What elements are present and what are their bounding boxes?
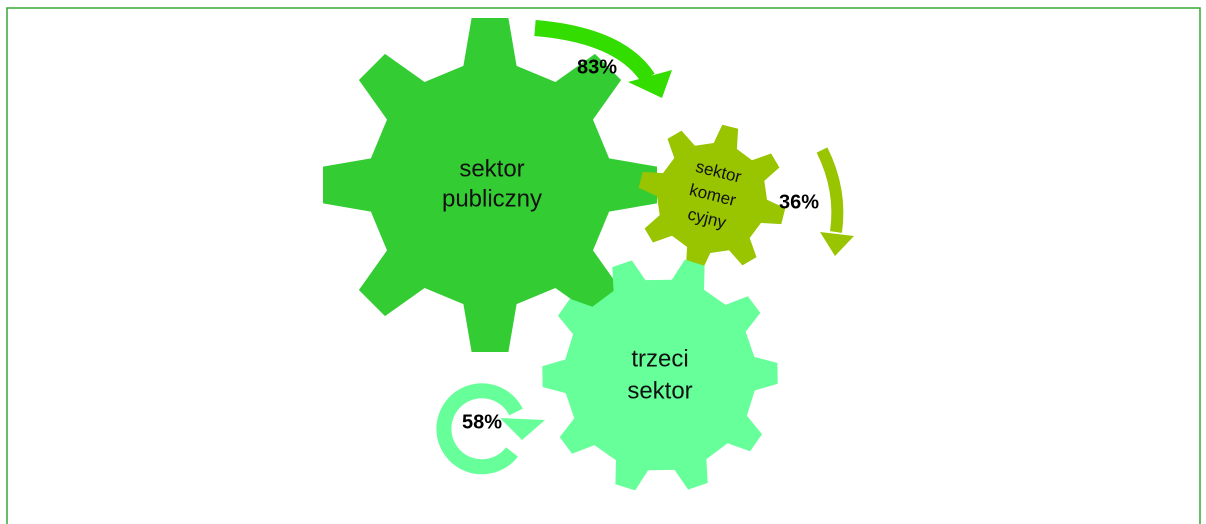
arrowhead-36 xyxy=(820,232,854,256)
arrow-36 xyxy=(816,147,844,233)
arrow-label: 36% xyxy=(779,191,819,213)
arrow-label: 58% xyxy=(462,411,502,433)
node-line: sektor xyxy=(627,377,692,404)
arrow-58 xyxy=(436,383,523,475)
node-line: publiczny xyxy=(442,185,542,212)
gear-commercial xyxy=(638,124,786,272)
arrowhead-58 xyxy=(500,418,545,440)
arrowhead-83 xyxy=(628,70,672,98)
node-label: sektor publiczny xyxy=(442,155,542,212)
arrow-label: 83% xyxy=(577,56,617,78)
gear-third xyxy=(542,259,778,491)
arrow-83 xyxy=(534,20,655,83)
node-line: sektor xyxy=(459,155,524,182)
node-line: trzeci xyxy=(631,345,688,372)
node-label: trzeci sektor xyxy=(627,345,692,404)
frame xyxy=(6,7,1201,524)
gear-public xyxy=(323,18,657,352)
